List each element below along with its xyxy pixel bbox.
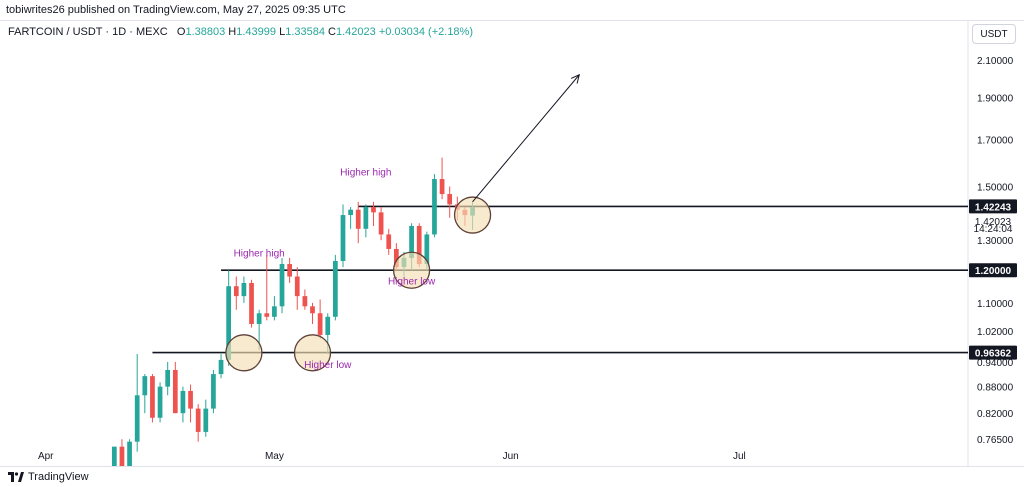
highlight-circle [453, 196, 492, 234]
symbol-title: FARTCOIN / USDT · 1D · MEXC [8, 26, 168, 38]
y-tick-label: 1.90000 [977, 94, 1014, 105]
y-tick-label: 1.30000 [977, 236, 1014, 247]
highlight-circle [392, 251, 431, 289]
candle-body [325, 316, 331, 335]
candle-body [439, 179, 445, 195]
x-tick-label: May [265, 451, 284, 462]
candle-body [142, 376, 148, 396]
chart-area[interactable]: 2.10000 1.90000 1.70000 1.50000 1.30000 1.100… [0, 20, 1024, 466]
candle-body [119, 446, 125, 466]
candle-body [416, 226, 422, 265]
candle-body [111, 446, 117, 466]
brand[interactable]: TradingView [8, 471, 89, 483]
candle-body [333, 260, 338, 317]
y-tick-label: 1.50000 [977, 182, 1014, 193]
y-tick-label: 0.82000 [977, 409, 1014, 420]
open-value: 1.38803 [185, 26, 226, 38]
candle-body [150, 376, 155, 418]
low-value: 1.33584 [285, 26, 325, 38]
y-tick-label: 0.88000 [977, 383, 1014, 394]
close-value: 1.42023 [335, 26, 376, 38]
candle-body [256, 313, 262, 324]
price-label-bg [969, 199, 1017, 214]
x-tick-label: Jun [503, 451, 519, 462]
candle-body [371, 207, 376, 213]
y-tick-label: 2.10000 [977, 56, 1014, 67]
candle-body [340, 215, 346, 261]
tradingview-logo-icon [8, 472, 24, 482]
candle-body [317, 313, 323, 335]
highlight-circle [225, 334, 263, 372]
candle-body [134, 395, 140, 442]
close-label: C [328, 26, 336, 38]
projection-arrow-line [472, 74, 580, 203]
annotation-label: Higher high [234, 248, 285, 259]
candle-body [127, 441, 132, 466]
candle-body [378, 212, 384, 235]
annotation-label: Higher low [388, 277, 436, 288]
candle-body [310, 306, 315, 314]
candle-body [386, 234, 392, 249]
candle-body [363, 207, 369, 229]
x-tick-label: Apr [38, 451, 54, 462]
candle-body [287, 264, 293, 277]
currency-button[interactable]: USDT [972, 24, 1016, 44]
candle-body [172, 369, 178, 414]
candle-body [393, 248, 399, 268]
highlight-circle [293, 334, 332, 372]
low-label: L [279, 26, 286, 38]
annotation-label: Higher low [304, 360, 352, 371]
candle-body [355, 209, 361, 229]
candle-body [165, 369, 171, 387]
price-chart[interactable]: 2.10000 1.90000 1.70000 1.50000 1.30000 1.100… [0, 21, 1024, 466]
publish-info: tobiwrites26 published on TradingView.co… [6, 4, 346, 16]
candle-body [211, 374, 216, 409]
x-tick-label: Jul [733, 451, 746, 462]
candle-body [188, 390, 193, 409]
candle-body [272, 306, 277, 317]
candle-body [249, 282, 254, 324]
candle-body [233, 286, 239, 297]
y-tick-label: 1.10000 [977, 299, 1014, 310]
candle-body [279, 264, 285, 307]
candle-body [348, 209, 353, 216]
price-label-bg [969, 345, 1017, 360]
candle-body [409, 226, 414, 258]
price-label: 1.42023 [975, 217, 1012, 228]
brand-name: TradingView [28, 471, 89, 483]
candle-body [302, 296, 308, 307]
price-label: 0.96362 [975, 349, 1012, 360]
candle-body [195, 408, 201, 432]
symbol-legend: FARTCOIN / USDT · 1D · MEXC O1.38803 H1.… [8, 26, 473, 38]
price-label: 1.20000 [975, 266, 1012, 277]
footer-bar [0, 466, 1024, 487]
y-tick-label: 0.94000 [977, 358, 1014, 369]
candle-body [424, 234, 430, 265]
high-label: H [228, 26, 237, 38]
candle-body [226, 286, 232, 360]
open-label: O [176, 26, 186, 38]
candle-body [264, 313, 270, 317]
high-value: 1.43999 [236, 26, 277, 38]
candle-body [241, 282, 247, 297]
annotation-label: Higher high [340, 167, 391, 178]
candle-body [180, 390, 186, 414]
y-tick-label: 1.02000 [977, 327, 1014, 338]
arrow-head [570, 73, 581, 84]
candle-body [294, 276, 300, 297]
y-tick-label: 1.70000 [977, 135, 1014, 146]
change-value: +0.03034 (+2.18%) [378, 26, 473, 38]
candle-body [447, 194, 453, 205]
candle-body [432, 179, 437, 235]
y-tick-label: 0.76500 [977, 435, 1014, 446]
price-label: 1.42243 [975, 202, 1012, 213]
candle-body [157, 386, 163, 418]
candle-body [218, 359, 224, 375]
candle-body [203, 408, 209, 432]
price-label-bg [969, 263, 1017, 278]
price-label: 14:24:04 [974, 224, 1013, 235]
